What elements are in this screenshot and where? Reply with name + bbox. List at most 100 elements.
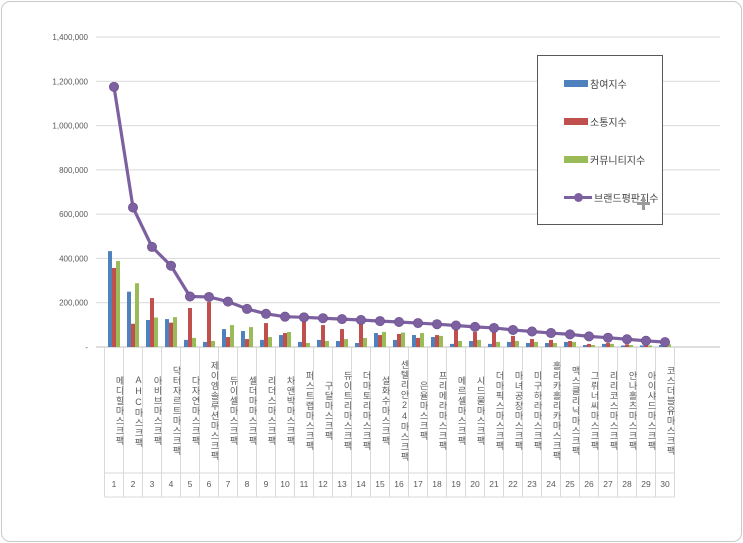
marker-브랜드평판지수 bbox=[621, 334, 632, 345]
bar-소통지수 bbox=[587, 343, 591, 347]
category-label: 메디힐마스크팩 bbox=[114, 376, 124, 446]
bar-커뮤니티지수 bbox=[648, 345, 652, 347]
bar-참여지수 bbox=[108, 251, 112, 347]
bar-커뮤니티지수 bbox=[192, 337, 196, 347]
bar-커뮤니티지수 bbox=[610, 343, 614, 347]
bar-소통지수 bbox=[454, 325, 458, 347]
bar-소통지수 bbox=[606, 343, 610, 347]
bar-커뮤니티지수 bbox=[306, 343, 310, 347]
y-tick-label: 1,000,000 bbox=[52, 122, 88, 131]
bar-소통지수 bbox=[226, 337, 230, 347]
rank-label: 25 bbox=[565, 479, 575, 489]
marker-브랜드평판지수 bbox=[602, 332, 613, 343]
rank-label: 24 bbox=[546, 479, 556, 489]
bar-소통지수 bbox=[397, 333, 401, 347]
rank-label: 11 bbox=[299, 479, 309, 489]
bar-커뮤니티지수 bbox=[230, 325, 234, 347]
bar-커뮤니티지수 bbox=[439, 335, 443, 347]
category-label: 프리메라마스크팩 bbox=[437, 371, 447, 451]
rank-label: 7 bbox=[225, 479, 231, 489]
bar-커뮤니티지수 bbox=[534, 341, 538, 347]
rank-label: 19 bbox=[451, 479, 461, 489]
category-label: 미구하라마스크팩 bbox=[532, 371, 542, 451]
legend-line-dot bbox=[574, 192, 583, 202]
bar-소통지수 bbox=[207, 302, 211, 347]
marker-브랜드평판지수 bbox=[412, 318, 423, 329]
bar-커뮤니티지수 bbox=[420, 333, 424, 347]
marker-브랜드평판지수 bbox=[469, 321, 480, 332]
y-tick-label: 800,000 bbox=[59, 166, 88, 175]
bar-소통지수 bbox=[150, 298, 154, 347]
rank-label: 4 bbox=[168, 479, 174, 489]
marker-브랜드평판지수 bbox=[640, 335, 651, 346]
category-label: 설화수마스크팩 bbox=[380, 376, 390, 446]
bar-참여지수 bbox=[298, 341, 302, 347]
bar-소통지수 bbox=[302, 319, 306, 347]
bar-소통지수 bbox=[283, 333, 287, 347]
bar-참여지수 bbox=[336, 341, 340, 347]
rank-label: 21 bbox=[489, 479, 499, 489]
rank-label: 13 bbox=[337, 479, 347, 489]
rank-label: 15 bbox=[375, 479, 385, 489]
bar-소통지수 bbox=[340, 329, 344, 347]
marker-브랜드평판지수 bbox=[583, 331, 594, 342]
category-label: 듀이트리마스크팩 bbox=[342, 371, 352, 451]
bar-소통지수 bbox=[568, 341, 572, 347]
rank-label: 16 bbox=[394, 479, 404, 489]
category-label: AHC마스크팩 bbox=[133, 374, 143, 448]
category-label: 듀이셀마스크팩 bbox=[228, 376, 238, 446]
bar-참여지수 bbox=[602, 343, 606, 347]
category-label: 퍼스트랩마스크팩 bbox=[304, 371, 314, 451]
category-label: 셀더마마스크팩 bbox=[247, 376, 257, 446]
category-label: 코스더블유마스크팩 bbox=[665, 366, 675, 456]
marker-브랜드평판지수 bbox=[431, 319, 442, 330]
bar-소통지수 bbox=[625, 344, 629, 347]
bar-커뮤니티지수 bbox=[496, 341, 500, 347]
bar-참여지수 bbox=[526, 343, 530, 347]
legend-bar-swatch-icon bbox=[564, 155, 588, 163]
marker-브랜드평판지수 bbox=[564, 329, 575, 340]
marker-브랜드평판지수 bbox=[109, 81, 120, 92]
bar-소통지수 bbox=[112, 267, 116, 347]
cursor-vertical-arm bbox=[642, 197, 645, 210]
bar-참여지수 bbox=[583, 345, 587, 347]
bar-소통지수 bbox=[416, 337, 420, 347]
bar-참여지수 bbox=[545, 343, 549, 347]
bar-소통지수 bbox=[359, 323, 363, 347]
bar-참여지수 bbox=[279, 335, 283, 347]
bar-소통지수 bbox=[644, 344, 648, 347]
marker-브랜드평판지수 bbox=[450, 320, 461, 331]
bar-참여지수 bbox=[374, 333, 378, 347]
legend-entry: 커뮤니티지수 bbox=[564, 152, 662, 167]
rank-label: 29 bbox=[641, 479, 651, 489]
legend-label: 커뮤니티지수 bbox=[590, 155, 646, 167]
bar-소통지수 bbox=[169, 322, 173, 347]
marker-브랜드평판지수 bbox=[545, 328, 556, 339]
bar-커뮤니티지수 bbox=[116, 261, 120, 347]
bar-참여지수 bbox=[127, 291, 131, 347]
rank-label: 22 bbox=[508, 479, 518, 489]
y-tick-label: 1,400,000 bbox=[52, 33, 88, 42]
bar-참여지수 bbox=[507, 341, 511, 347]
bar-소통지수 bbox=[549, 339, 553, 347]
marker-브랜드평판지수 bbox=[374, 316, 385, 327]
category-label: 센텔리안24마스크팩 bbox=[399, 360, 409, 462]
marker-브랜드평판지수 bbox=[279, 311, 290, 322]
bar-참여지수 bbox=[640, 345, 644, 347]
bar-소통지수 bbox=[245, 339, 249, 347]
category-label: 은율마스크팩 bbox=[418, 381, 428, 441]
marker-브랜드평판지수 bbox=[355, 314, 366, 325]
rank-label: 12 bbox=[318, 479, 328, 489]
category-label: 시드물마스크팩 bbox=[475, 376, 485, 446]
bar-참여지수 bbox=[412, 335, 416, 347]
legend-entry: 소통지수 bbox=[564, 114, 662, 129]
bar-참여지수 bbox=[621, 345, 625, 347]
bar-커뮤니티지수 bbox=[287, 331, 291, 347]
category-label: 그뤼너씨마스크팩 bbox=[589, 371, 599, 451]
rank-label: 10 bbox=[280, 479, 290, 489]
category-label: 아이샤드마스크팩 bbox=[646, 371, 656, 451]
rank-label: 30 bbox=[660, 479, 670, 489]
rank-label: 3 bbox=[149, 479, 155, 489]
